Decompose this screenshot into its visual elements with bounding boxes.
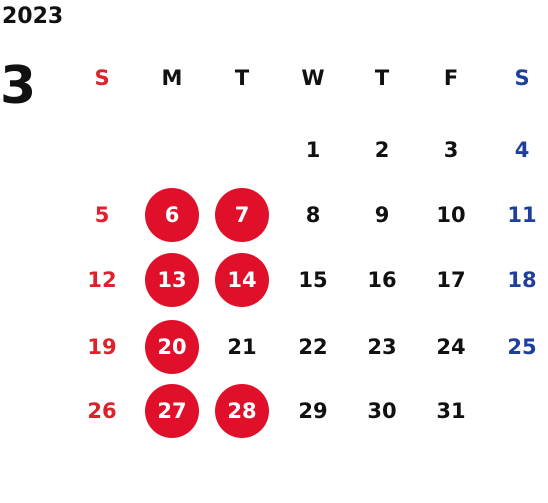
day-cell[interactable]: 14 xyxy=(215,253,269,307)
weekday-header-1: M xyxy=(145,51,199,105)
day-cell[interactable]: 27 xyxy=(145,384,199,438)
highlight-circle xyxy=(145,188,199,242)
day-cell[interactable]: 21 xyxy=(215,320,269,374)
highlight-circle xyxy=(215,384,269,438)
day-number: 12 xyxy=(87,268,117,292)
day-number: 13 xyxy=(157,268,187,292)
highlight-circle xyxy=(145,320,199,374)
day-number: 31 xyxy=(436,399,466,423)
day-number: 21 xyxy=(227,335,257,359)
day-cell[interactable]: 8 xyxy=(286,188,340,242)
day-number: 27 xyxy=(157,399,187,423)
weekday-label: T xyxy=(374,66,390,90)
day-cell[interactable]: 2 xyxy=(355,123,409,177)
month-number: 3 xyxy=(0,56,37,116)
highlight-circle xyxy=(215,253,269,307)
day-cell[interactable]: 11 xyxy=(495,188,548,242)
day-number: 3 xyxy=(443,138,459,162)
day-number: 26 xyxy=(87,399,117,423)
day-number: 30 xyxy=(367,399,397,423)
weekday-header-0: S xyxy=(75,51,129,105)
day-number: 6 xyxy=(164,203,180,227)
weekday-label: F xyxy=(443,66,459,90)
weekday-label: W xyxy=(301,66,325,90)
day-cell[interactable]: 15 xyxy=(286,253,340,307)
day-number: 14 xyxy=(227,268,257,292)
day-number: 2 xyxy=(374,138,390,162)
weekday-header-5: F xyxy=(424,51,478,105)
day-cell[interactable]: 19 xyxy=(75,320,129,374)
day-number: 11 xyxy=(507,203,537,227)
day-cell[interactable]: 29 xyxy=(286,384,340,438)
day-cell[interactable]: 16 xyxy=(355,253,409,307)
day-number: 16 xyxy=(367,268,397,292)
day-number: 24 xyxy=(436,335,466,359)
day-cell[interactable]: 13 xyxy=(145,253,199,307)
day-cell[interactable]: 30 xyxy=(355,384,409,438)
day-number: 17 xyxy=(436,268,466,292)
day-number: 23 xyxy=(367,335,397,359)
weekday-label: S xyxy=(94,66,110,90)
weekday-header-3: W xyxy=(286,51,340,105)
day-cell[interactable]: 28 xyxy=(215,384,269,438)
weekday-label: M xyxy=(161,66,183,90)
day-number: 29 xyxy=(298,399,328,423)
day-cell[interactable]: 4 xyxy=(495,123,548,177)
year-label: 2023 xyxy=(2,4,64,29)
day-cell[interactable]: 6 xyxy=(145,188,199,242)
weekday-header-6: S xyxy=(495,51,548,105)
day-cell[interactable]: 20 xyxy=(145,320,199,374)
day-cell[interactable]: 23 xyxy=(355,320,409,374)
day-cell[interactable]: 25 xyxy=(495,320,548,374)
day-cell[interactable]: 5 xyxy=(75,188,129,242)
day-cell[interactable]: 24 xyxy=(424,320,478,374)
highlight-circle xyxy=(145,384,199,438)
day-number: 5 xyxy=(94,203,110,227)
highlight-circle xyxy=(145,253,199,307)
day-cell[interactable]: 26 xyxy=(75,384,129,438)
day-number: 19 xyxy=(87,335,117,359)
day-cell[interactable]: 31 xyxy=(424,384,478,438)
weekday-label: S xyxy=(514,66,530,90)
day-number: 22 xyxy=(298,335,328,359)
day-number: 18 xyxy=(507,268,537,292)
day-number: 4 xyxy=(514,138,530,162)
day-cell[interactable]: 22 xyxy=(286,320,340,374)
weekday-header-2: T xyxy=(215,51,269,105)
weekday-header-4: T xyxy=(355,51,409,105)
day-cell[interactable]: 18 xyxy=(495,253,548,307)
day-number: 15 xyxy=(298,268,328,292)
day-cell[interactable]: 7 xyxy=(215,188,269,242)
day-number: 10 xyxy=(436,203,466,227)
day-cell[interactable]: 12 xyxy=(75,253,129,307)
day-number: 9 xyxy=(374,203,390,227)
day-cell[interactable]: 3 xyxy=(424,123,478,177)
day-number: 1 xyxy=(305,138,321,162)
day-number: 8 xyxy=(305,203,321,227)
day-cell[interactable]: 9 xyxy=(355,188,409,242)
weekday-label: T xyxy=(234,66,250,90)
day-number: 25 xyxy=(507,335,537,359)
day-cell[interactable]: 10 xyxy=(424,188,478,242)
day-cell[interactable]: 17 xyxy=(424,253,478,307)
day-cell[interactable]: 1 xyxy=(286,123,340,177)
day-number: 28 xyxy=(227,399,257,423)
day-number: 20 xyxy=(157,335,187,359)
highlight-circle xyxy=(215,188,269,242)
day-number: 7 xyxy=(234,203,250,227)
